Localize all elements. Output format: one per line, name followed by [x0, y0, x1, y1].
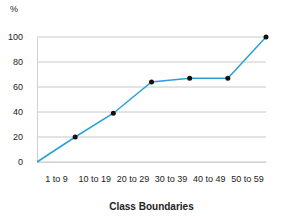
- data-point: [149, 80, 154, 85]
- x-tick-label: 50 to 59: [231, 174, 264, 184]
- series-line: [37, 37, 266, 162]
- y-tick-label: 100: [8, 32, 23, 42]
- y-tick-label: 80: [13, 57, 23, 67]
- y-tick: 80: [13, 57, 37, 67]
- y-tick: 60: [13, 82, 37, 92]
- grid: [37, 37, 266, 162]
- x-tick: 50 to 59: [231, 162, 266, 184]
- y-tick: 20: [13, 132, 37, 142]
- grid-line: [37, 37, 266, 38]
- x-tick: 10 to 19: [78, 162, 113, 184]
- data-point: [225, 76, 230, 81]
- y-tick-label: 60: [13, 82, 23, 92]
- y-tick: 100: [8, 32, 37, 42]
- y-axis-line: [37, 38, 38, 163]
- plot-area: [37, 35, 269, 163]
- y-axis-title: %: [10, 4, 18, 14]
- x-tick: 20 to 29: [117, 162, 152, 184]
- y-tick: 0: [18, 157, 37, 167]
- y-axis: 0 20 40 60 80 100: [8, 32, 38, 167]
- grid-line: [37, 87, 266, 88]
- y-tick-label: 20: [13, 132, 23, 142]
- x-tick-label: 20 to 29: [117, 174, 150, 184]
- data-point: [187, 76, 192, 81]
- x-axis: 1 to 9 10 to 19 20 to 29 30 to 39 40 to 49 50…: [38, 162, 267, 184]
- grid-line: [37, 162, 266, 163]
- chart: 0 20 40 60 80 100 1 to 9 10 to 19 20 to 29 30 to …: [0, 0, 300, 218]
- x-tick: 30 to 39: [155, 162, 190, 184]
- x-axis-title: Class Boundaries: [109, 201, 194, 212]
- x-tick: 40 to 49: [193, 162, 228, 184]
- grid-line: [37, 112, 266, 113]
- y-tick-label: 40: [13, 107, 23, 117]
- x-axis-line: [38, 162, 267, 163]
- x-tick-label: 40 to 49: [193, 174, 226, 184]
- data-point: [111, 111, 116, 116]
- data-point: [264, 35, 269, 40]
- grid-line: [37, 137, 266, 138]
- x-tick-label: 10 to 19: [78, 174, 111, 184]
- y-tick: 40: [13, 107, 37, 117]
- x-tick-label: 1 to 9: [45, 174, 68, 184]
- x-tick-label: 30 to 39: [155, 174, 188, 184]
- grid-line: [37, 62, 266, 63]
- x-tick: 1 to 9: [45, 162, 75, 184]
- y-tick-label: 0: [18, 157, 23, 167]
- data-point: [73, 135, 78, 140]
